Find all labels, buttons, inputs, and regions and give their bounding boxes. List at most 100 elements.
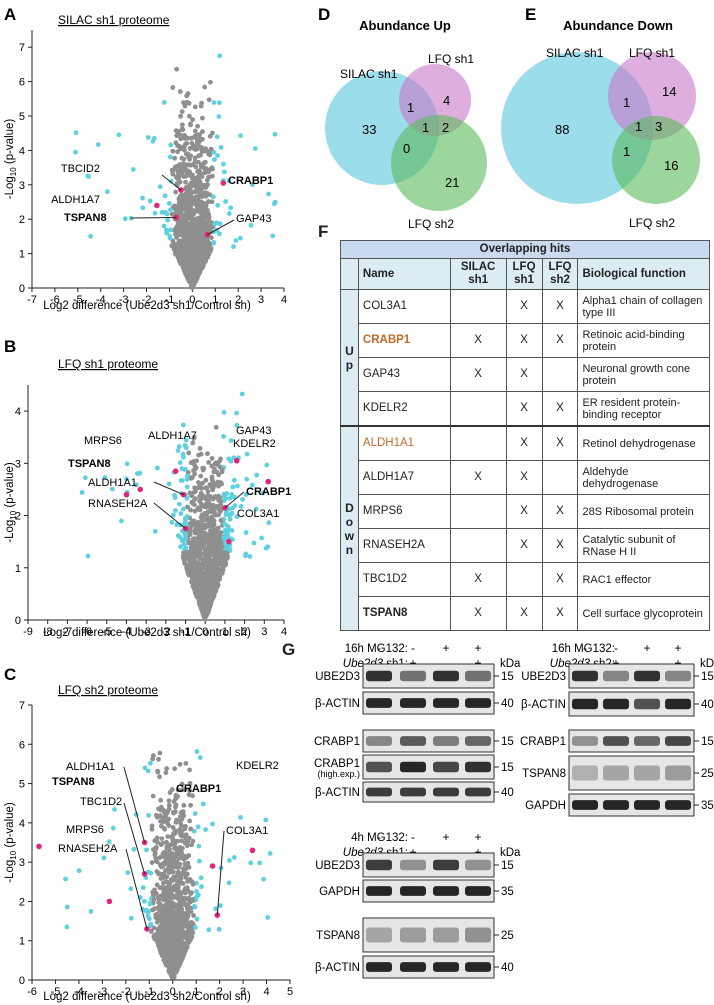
data-point bbox=[158, 813, 163, 819]
data-point bbox=[175, 254, 181, 260]
cell-name: MRPS6 bbox=[357, 494, 451, 529]
data-point bbox=[164, 230, 170, 236]
data-point bbox=[153, 846, 159, 852]
significant-point bbox=[259, 535, 265, 541]
venn-up-lfq1-label: LFQ sh1 bbox=[428, 52, 474, 66]
data-point bbox=[199, 145, 204, 150]
data-point bbox=[170, 171, 176, 177]
cell-name: COL3A1 bbox=[357, 289, 451, 324]
data-point bbox=[196, 452, 202, 458]
data-point bbox=[202, 84, 208, 90]
data-point bbox=[174, 224, 180, 229]
data-point bbox=[180, 855, 185, 861]
leader-line bbox=[161, 174, 182, 191]
data-point bbox=[184, 484, 190, 490]
data-point bbox=[210, 551, 216, 557]
cell-lfq2: X bbox=[541, 323, 579, 358]
significant-point bbox=[198, 875, 204, 881]
table-row: ALDH1A7 X X Aldehyde dehydrogenase bbox=[341, 460, 710, 495]
significant-point bbox=[247, 554, 253, 559]
data-point bbox=[184, 93, 190, 99]
data-point bbox=[149, 826, 155, 832]
data-point bbox=[193, 228, 199, 234]
data-point bbox=[188, 240, 194, 246]
panel-letter-c: C bbox=[4, 665, 16, 684]
sign: + bbox=[442, 641, 449, 655]
x-tick-label: 1 bbox=[222, 626, 228, 638]
significant-point bbox=[150, 138, 156, 144]
data-point bbox=[204, 515, 210, 521]
data-point bbox=[175, 838, 180, 844]
data-point bbox=[177, 89, 183, 94]
western-blots: 16h MG132:Ube2d3 sh1:--++-+-+kDaUBE2D315… bbox=[314, 641, 714, 979]
data-point bbox=[189, 249, 194, 255]
data-point bbox=[187, 528, 193, 534]
data-point bbox=[199, 174, 205, 179]
sign: + bbox=[674, 656, 681, 670]
band bbox=[433, 761, 459, 773]
data-point bbox=[214, 538, 220, 544]
venn-up-count-all: 1 bbox=[422, 120, 429, 135]
cell-lfq2: X bbox=[541, 528, 579, 563]
data-point bbox=[167, 850, 173, 856]
data-point bbox=[190, 543, 196, 548]
data-point bbox=[217, 458, 222, 464]
data-point bbox=[208, 235, 214, 241]
label-mrps6: MRPS6 bbox=[66, 824, 104, 836]
label-tspan8: TSPAN8 bbox=[68, 458, 111, 470]
cell-lfq1: X bbox=[505, 289, 543, 324]
y-tick-label: 0 bbox=[19, 975, 25, 987]
data-point bbox=[154, 919, 160, 925]
band bbox=[400, 787, 426, 797]
significant-point bbox=[140, 205, 146, 211]
data-point bbox=[183, 141, 188, 147]
data-point bbox=[192, 556, 197, 562]
data-point bbox=[190, 254, 196, 260]
data-point bbox=[209, 199, 215, 205]
data-point bbox=[166, 201, 172, 206]
data-point bbox=[176, 955, 182, 960]
significant-point bbox=[210, 821, 215, 827]
data-point bbox=[196, 578, 201, 584]
data-point bbox=[200, 480, 206, 486]
data-point bbox=[180, 787, 185, 792]
significant-point bbox=[272, 131, 278, 137]
label-aldh1a1: ALDH1A1 bbox=[88, 477, 137, 489]
cell-name: RNASEH2A bbox=[357, 528, 451, 563]
data-point bbox=[199, 191, 204, 197]
data-point bbox=[189, 578, 195, 584]
data-point bbox=[216, 544, 222, 550]
data-point bbox=[174, 522, 180, 528]
axes: -6 -5 -4 -3 -2 -1 0 1 2 3 4 5 0 1 2 3 4 5 6 7 bbox=[19, 700, 293, 998]
significant-point bbox=[85, 553, 91, 559]
table-header: Overlapping hits bbox=[340, 240, 710, 259]
leader-line bbox=[207, 219, 235, 236]
data-point bbox=[189, 211, 195, 217]
data-point bbox=[202, 159, 208, 165]
label-col3a1: COL3A1 bbox=[226, 825, 268, 837]
data-point bbox=[202, 256, 207, 261]
highlight-point-col3a1 bbox=[226, 538, 232, 545]
band bbox=[366, 859, 392, 871]
data-point bbox=[174, 960, 180, 965]
band bbox=[572, 765, 598, 781]
data-point bbox=[211, 485, 216, 490]
data-point bbox=[211, 239, 216, 245]
band bbox=[665, 765, 691, 781]
data-point bbox=[175, 448, 181, 453]
data-point bbox=[195, 123, 200, 129]
data-point bbox=[198, 207, 204, 213]
band bbox=[433, 859, 459, 871]
data-point bbox=[192, 508, 198, 514]
data-point bbox=[208, 79, 213, 85]
data-point bbox=[184, 495, 190, 500]
venn-down-lfq2-label: LFQ sh2 bbox=[629, 216, 675, 230]
cell-lfq1: X bbox=[505, 528, 543, 563]
data-point bbox=[175, 787, 181, 793]
column-header: Biological function bbox=[577, 258, 710, 290]
data-point bbox=[163, 941, 169, 947]
x-tick-label: 5 bbox=[287, 986, 293, 998]
data-point bbox=[148, 760, 153, 766]
data-point bbox=[178, 224, 184, 230]
data-point bbox=[173, 140, 179, 146]
